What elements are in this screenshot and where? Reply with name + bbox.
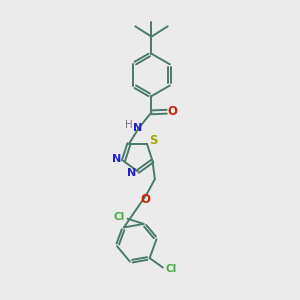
Text: N: N — [127, 168, 136, 178]
Text: O: O — [140, 193, 150, 206]
Text: N: N — [112, 154, 122, 164]
Text: H: H — [125, 120, 133, 130]
Text: O: O — [168, 105, 178, 118]
Text: N: N — [133, 123, 142, 133]
Text: Cl: Cl — [113, 212, 125, 222]
Text: Cl: Cl — [166, 264, 177, 274]
Text: S: S — [149, 134, 158, 147]
